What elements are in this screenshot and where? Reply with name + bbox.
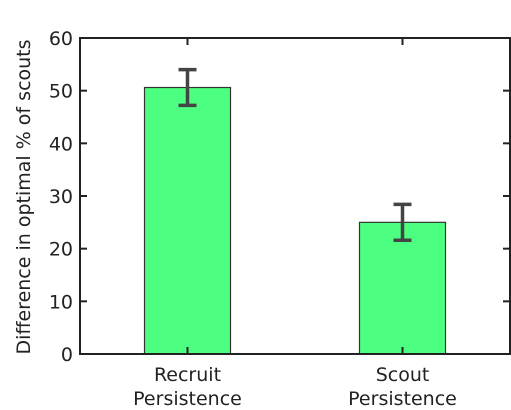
x-tick-label-1: Recruit Persistence	[133, 364, 242, 410]
y-tick-label: 20	[49, 239, 73, 261]
x-tick-label-2: Scout Persistence	[348, 364, 457, 410]
bars-group	[143, 86, 447, 355]
y-tick-label: 40	[49, 133, 73, 155]
x-ticks-group: Recruit Persistence Scout Persistence	[133, 364, 457, 410]
y-tick-label: 60	[49, 28, 73, 50]
bar-1	[143, 86, 232, 355]
axes-group	[79, 37, 511, 355]
error-bars-group	[178, 67, 412, 242]
y-tick-label: 30	[49, 186, 73, 208]
y-ticks-group: 0 10 20 30 40 50 60	[49, 28, 73, 366]
y-tick-label: 50	[49, 81, 73, 103]
bar-2	[358, 221, 447, 355]
y-tick-label: 0	[61, 344, 73, 366]
y-axis-label: Difference in optimal % of scouts	[13, 39, 35, 354]
error-bar-2	[393, 202, 412, 242]
error-bar-1	[178, 67, 197, 108]
y-tick-label: 10	[49, 291, 73, 313]
